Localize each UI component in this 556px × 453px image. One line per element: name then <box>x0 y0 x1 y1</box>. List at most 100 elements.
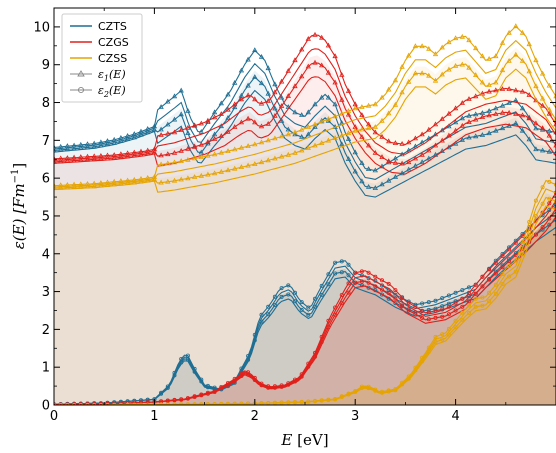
data-point <box>178 176 184 182</box>
line-czgs-eps2-3 <box>54 192 556 405</box>
data-point <box>359 273 364 278</box>
data-point <box>58 182 64 188</box>
data-point <box>365 142 372 148</box>
data-point <box>171 93 178 99</box>
data-point <box>459 100 465 105</box>
data-point <box>533 125 539 131</box>
data-point <box>225 167 231 173</box>
data-point <box>151 126 158 132</box>
data-point <box>279 294 284 299</box>
data-point <box>278 103 285 108</box>
data-point <box>460 317 465 322</box>
x-axis-unit: [eV] <box>292 431 328 449</box>
data-point <box>185 124 191 130</box>
data-point <box>178 127 184 132</box>
data-point <box>299 112 305 117</box>
data-point <box>78 154 84 159</box>
y-tick-label: 5 <box>42 209 50 224</box>
y-tick-label: 6 <box>42 172 50 187</box>
data-point <box>104 141 111 147</box>
data-point <box>192 394 197 399</box>
data-point <box>480 284 485 289</box>
data-point <box>533 232 538 237</box>
data-point <box>279 383 284 388</box>
data-point <box>406 374 411 379</box>
data-point <box>507 264 512 269</box>
data-point <box>84 144 91 150</box>
markers-czss-eps1-1 <box>54 51 556 190</box>
markers-czss-eps1-3 <box>54 23 556 188</box>
data-point <box>319 292 324 297</box>
area-czts-eps2 <box>54 216 556 405</box>
data-point <box>553 142 556 148</box>
data-point <box>533 57 539 63</box>
data-point <box>285 126 291 132</box>
data-point <box>473 304 478 309</box>
data-point <box>459 61 465 67</box>
data-point <box>493 53 499 59</box>
data-point <box>306 399 311 404</box>
data-point <box>325 116 332 121</box>
data-point <box>64 143 71 148</box>
line-czss-eps1-2 <box>54 39 556 188</box>
data-point <box>138 148 144 154</box>
data-point <box>479 132 486 137</box>
data-point <box>513 120 519 126</box>
data-point <box>540 185 545 190</box>
data-point <box>165 130 171 136</box>
data-point <box>346 391 351 396</box>
data-point <box>84 153 91 159</box>
data-point <box>453 308 458 313</box>
data-point <box>413 304 418 309</box>
data-point <box>98 139 104 145</box>
data-point <box>319 283 324 288</box>
data-point <box>246 370 251 375</box>
data-point <box>392 159 399 165</box>
data-point <box>527 233 532 238</box>
data-point <box>346 273 351 278</box>
y-tick-label: 10 <box>33 20 50 35</box>
data-point <box>366 280 371 285</box>
data-point <box>131 134 137 140</box>
data-point <box>346 290 351 295</box>
line-czss-eps1-1 <box>54 54 556 189</box>
data-point <box>218 111 224 116</box>
data-point <box>258 53 265 59</box>
data-point <box>64 157 71 163</box>
data-point <box>259 381 264 386</box>
data-point <box>252 375 257 380</box>
data-point <box>205 139 211 144</box>
line-czts-eps2-3 <box>54 204 556 405</box>
data-point <box>420 355 425 360</box>
data-point <box>392 77 399 83</box>
data-point <box>211 109 218 115</box>
data-point <box>145 150 151 156</box>
data-point <box>352 105 358 111</box>
data-point <box>539 70 546 76</box>
data-point <box>432 121 439 127</box>
data-point <box>292 57 298 63</box>
y-tick-label: 7 <box>42 134 50 149</box>
data-point <box>165 384 170 389</box>
data-point <box>232 104 238 110</box>
data-point <box>185 396 190 401</box>
data-point <box>104 179 111 185</box>
data-point <box>54 155 57 161</box>
legend-eps-subscript: 1 <box>104 74 109 83</box>
data-point <box>98 155 104 161</box>
data-point <box>238 119 245 125</box>
data-point <box>105 401 110 405</box>
data-point <box>487 290 492 295</box>
data-point <box>64 146 71 152</box>
data-point <box>379 117 385 123</box>
y-axis-label: ε(E) [Fm−1] <box>10 163 28 250</box>
data-point <box>440 332 445 337</box>
data-point <box>232 146 238 152</box>
data-point <box>553 149 556 155</box>
data-point <box>352 168 358 174</box>
data-point <box>299 372 304 377</box>
x-tick-label: 2 <box>251 409 259 424</box>
data-point <box>406 78 412 84</box>
data-point <box>185 402 190 405</box>
data-point <box>432 51 439 57</box>
